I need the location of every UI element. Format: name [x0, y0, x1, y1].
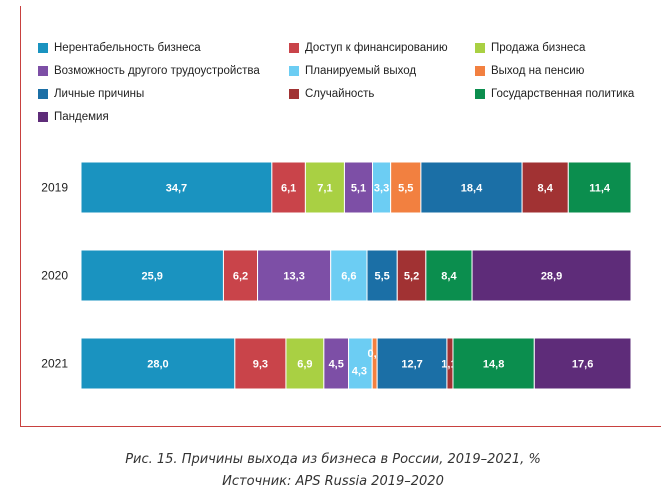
data-label: 28,9 — [541, 271, 562, 283]
legend-label: Нерентабельность бизнеса — [54, 42, 201, 54]
bar-segment — [390, 161, 422, 214]
legend-swatch — [38, 66, 48, 76]
data-label: 17,6 — [572, 359, 593, 371]
data-label: 8,4 — [538, 183, 554, 195]
data-label: 6,6 — [341, 271, 356, 283]
caption-title: Рис. 15. Причины выхода из бизнеса в Рос… — [125, 452, 541, 467]
legend-item: Личные причины — [38, 88, 144, 100]
legend-label: Доступ к финансированию — [305, 42, 448, 54]
bar-segment — [343, 161, 374, 214]
bar-segment — [371, 337, 378, 390]
data-label: 11,4 — [589, 183, 611, 195]
legend-item: Случайность — [289, 88, 374, 100]
data-label: 28,0 — [147, 359, 168, 371]
data-label: 12,7 — [401, 359, 422, 371]
bar-segment — [80, 249, 224, 302]
legend-swatch — [475, 89, 485, 99]
bar-segment — [348, 337, 373, 390]
figure-caption: Рис. 15. Причины выхода из бизнеса в Рос… — [0, 449, 666, 493]
data-label: 34,7 — [166, 183, 187, 195]
data-label: 25,9 — [142, 271, 163, 283]
legend-item: Нерентабельность бизнеса — [38, 42, 201, 54]
data-label: 5,5 — [374, 271, 389, 283]
bar-segment — [222, 249, 259, 302]
data-label: 6,2 — [233, 271, 248, 283]
legend-swatch — [38, 89, 48, 99]
data-label: 4,5 — [329, 359, 344, 371]
bar-segment — [366, 249, 398, 302]
bar-segment — [80, 337, 236, 390]
legend-label: Планируемый выход — [305, 65, 417, 77]
data-label: 5,1 — [351, 183, 366, 195]
y-tick-label: 2021 — [41, 357, 68, 371]
legend-item: Выход на пенсию — [475, 65, 584, 77]
bar-segment — [80, 161, 273, 214]
chart-legend: Нерентабельность бизнеса Доступ к финанси… — [0, 0, 666, 130]
bar-segment — [376, 337, 448, 390]
legend-item: Продажа бизнеса — [475, 42, 585, 54]
legend-label: Продажа бизнеса — [491, 42, 586, 54]
legend-label: Случайность — [305, 88, 375, 100]
bar-segment — [285, 337, 325, 390]
legend-label: Государственная политика — [491, 88, 635, 100]
y-tick-label: 2019 — [41, 181, 68, 195]
bar-segment — [471, 249, 632, 302]
data-label: 8,4 — [441, 271, 457, 283]
y-tick-label: 2020 — [41, 269, 68, 283]
legend-item: Государственная политика — [475, 88, 634, 100]
legend-label: Возможность другого трудоустройства — [54, 65, 260, 77]
bar-segment — [396, 249, 427, 302]
bar-segment — [234, 337, 287, 390]
data-label: 9,3 — [253, 359, 268, 371]
legend-swatch — [289, 89, 299, 99]
chart-frame — [20, 6, 661, 427]
data-label: 18,4 — [461, 183, 483, 195]
data-label: 14,8 — [483, 359, 504, 371]
caption-source: Источник: APS Russia 2019–2020 — [222, 474, 444, 489]
legend-item: Доступ к финансированию — [289, 42, 448, 54]
bar-segment — [425, 249, 473, 302]
data-label: 3,3 — [374, 183, 389, 195]
bar-segment — [420, 161, 523, 214]
legend-item: Пандемия — [38, 111, 109, 123]
legend-label: Пандемия — [54, 111, 109, 123]
legend-swatch — [289, 66, 299, 76]
bar-segment — [271, 161, 306, 214]
legend-swatch — [38, 112, 48, 122]
bar-segment — [304, 161, 345, 214]
bar-segment — [323, 337, 350, 390]
bar-segment — [521, 161, 569, 214]
legend-swatch — [475, 43, 485, 53]
data-label: 6,1 — [281, 183, 296, 195]
legend-swatch — [38, 43, 48, 53]
data-label: 4,3 — [352, 366, 367, 378]
legend-item: Возможность другого трудоустройства — [38, 65, 260, 77]
bar-segment — [567, 161, 632, 214]
stacked-bar-chart: 2019 34,7 6,1 7,1 5,1 3,3 5,5 18,4 8,4 11,4 2020 25… — [41, 161, 632, 390]
bar-segment — [533, 337, 632, 390]
data-label: 13,3 — [283, 271, 304, 283]
legend-swatch — [289, 43, 299, 53]
data-label: 6,9 — [297, 359, 312, 371]
bar-segment — [330, 249, 368, 302]
legend-label: Личные причины — [54, 88, 145, 100]
legend-swatch — [475, 66, 485, 76]
legend-item: Планируемый выход — [289, 65, 416, 77]
data-label: 5,2 — [404, 271, 419, 283]
bar-segment — [257, 249, 332, 302]
data-label: 5,5 — [398, 183, 413, 195]
data-label: 7,1 — [317, 183, 332, 195]
legend-label: Выход на пенсию — [491, 65, 585, 77]
